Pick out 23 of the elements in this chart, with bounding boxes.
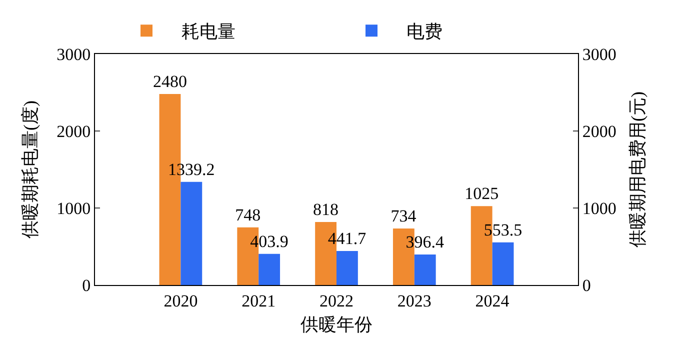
x-tick-label: 2021 [242, 291, 276, 310]
x-tick-label: 2020 [164, 291, 198, 310]
data-label: 2480 [152, 72, 187, 92]
x-axis-title: 供暖年份 [300, 314, 372, 334]
data-label: 818 [313, 200, 339, 220]
y2-tick-label: 3000 [582, 44, 616, 64]
x-tick-label: 2024 [475, 291, 510, 310]
x-tick-label: 2022 [320, 291, 354, 310]
legend-label: 电费 [406, 22, 442, 42]
y-axis-title: 供暖期耗电量(度) [20, 100, 40, 238]
y-tick-label: 3000 [56, 44, 91, 64]
y-tick-label: 2000 [56, 122, 91, 141]
y2-tick-label: 1000 [582, 198, 616, 218]
y2-tick-label: 0 [582, 276, 591, 295]
data-label: 1025 [464, 184, 499, 204]
data-label: 734 [390, 206, 417, 226]
y2-tick-label: 2000 [582, 122, 616, 141]
y-tick-label: 1000 [56, 198, 91, 218]
y2-axis-title: 供暖期用电费用(元) [628, 92, 648, 248]
legend-label: 耗电量 [182, 22, 236, 42]
y-tick-label: 0 [82, 276, 91, 295]
x-tick-label: 2023 [397, 291, 432, 310]
data-label: 748 [235, 205, 261, 224]
